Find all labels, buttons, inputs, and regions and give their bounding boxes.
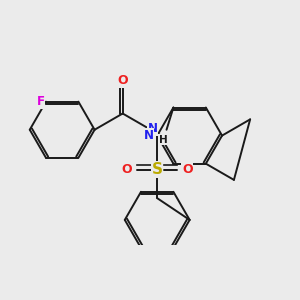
Text: S: S: [152, 162, 163, 177]
Text: H: H: [159, 135, 168, 145]
Text: O: O: [117, 74, 128, 87]
Text: N: N: [144, 129, 154, 142]
Text: O: O: [122, 163, 132, 176]
Text: O: O: [182, 163, 193, 176]
Text: F: F: [37, 95, 45, 108]
Text: N: N: [148, 122, 158, 135]
